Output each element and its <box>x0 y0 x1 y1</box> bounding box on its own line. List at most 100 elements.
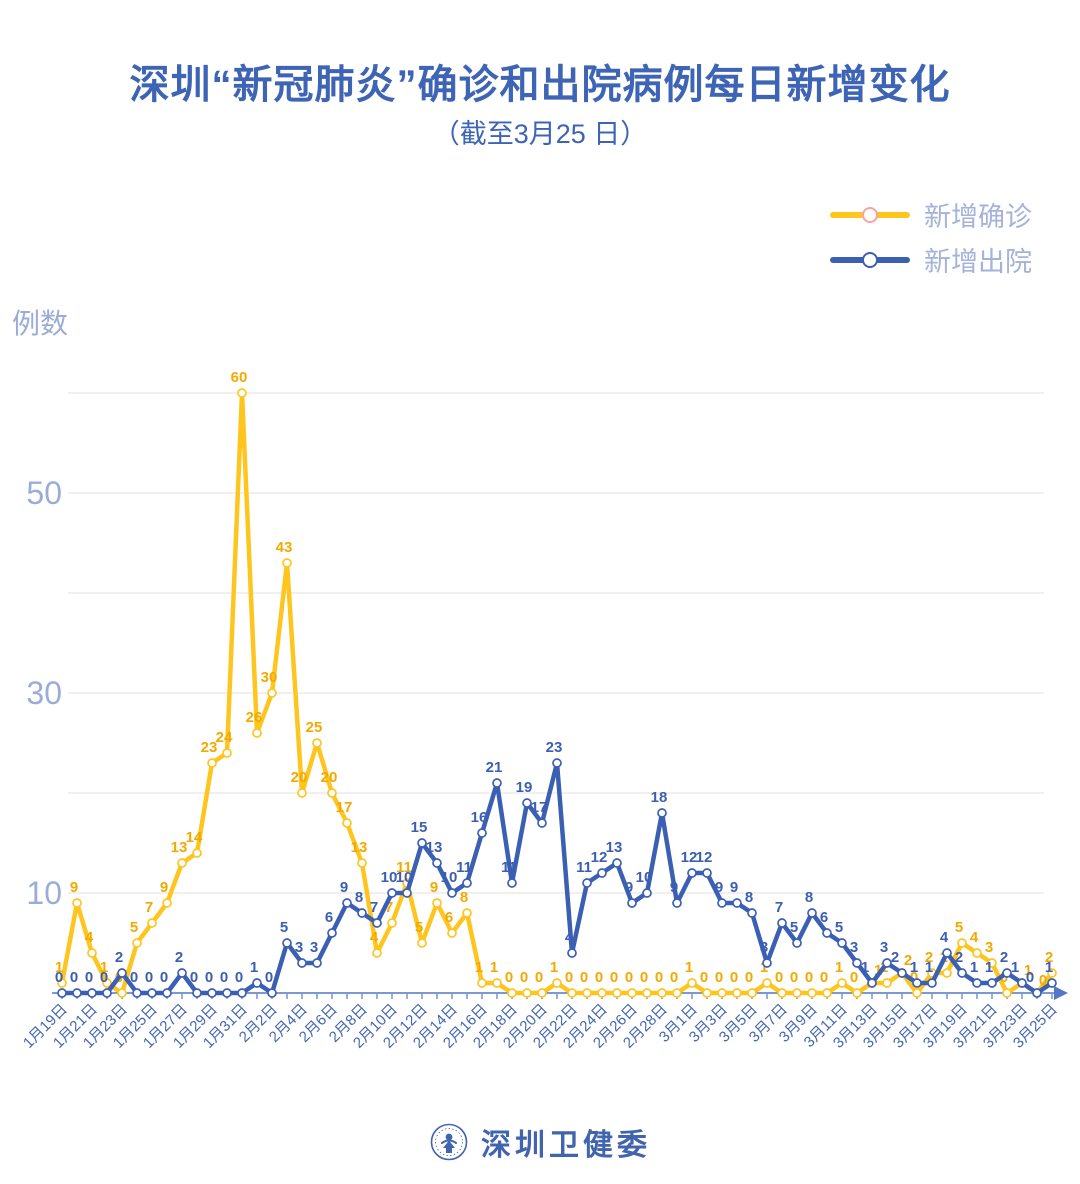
confirmed-value-label-1月19日: 1 <box>55 959 63 976</box>
confirmed-value-label-2月22日: 0 <box>565 969 573 986</box>
confirmed-point-3月11日 <box>837 978 847 988</box>
confirmed-value-label-3月23日: 1 <box>1024 962 1032 979</box>
discharged-point-1月21日 <box>87 988 97 998</box>
discharged-point-3月9日 <box>807 908 817 918</box>
confirmed-point-3月22日 <box>1002 988 1012 998</box>
confirmed-value-label-1月26日: 9 <box>160 879 168 896</box>
confirmed-point-2月26日 <box>627 988 637 998</box>
confirmed-value-label-2月12日: 5 <box>415 919 423 936</box>
confirmed-point-2月10日 <box>387 918 397 928</box>
legend-item-discharged: 新增出院 <box>830 237 1032 282</box>
confirmed-value-label-3月11日: 1 <box>835 959 843 976</box>
confirmed-value-label-1月28日: 14 <box>186 829 203 846</box>
discharged-value-label-2月18日: 11 <box>501 859 517 876</box>
discharged-point-2月22日 <box>567 948 577 958</box>
confirmed-value-label-2月17日: 1 <box>490 959 498 976</box>
discharged-value-label-1月25日: 0 <box>145 969 153 986</box>
discharged-value-label-3月8日: 5 <box>790 919 798 936</box>
confirmed-point-1月23日 <box>117 988 127 998</box>
discharged-point-3月12日 <box>852 958 862 968</box>
discharged-point-3月17日 <box>927 978 937 988</box>
discharged-point-1月23日 <box>117 968 127 978</box>
confirmed-value-label-3月15日: 2 <box>904 952 912 969</box>
confirmed-point-2月17日 <box>492 978 502 988</box>
confirmed-point-2月20日 <box>537 988 547 998</box>
confirmed-value-label-2月3日: 43 <box>276 539 293 556</box>
discharged-point-2月21日 <box>552 758 562 768</box>
confirmed-point-2月7日 <box>342 818 352 828</box>
confirmed-point-1月28日 <box>192 848 202 858</box>
confirmed-point-3月7日 <box>777 988 787 998</box>
discharged-value-label-2月5日: 3 <box>310 939 318 956</box>
discharged-point-2月20日 <box>537 818 547 828</box>
confirmed-point-3月4日 <box>732 988 742 998</box>
confirmed-value-label-2月1日: 26 <box>246 709 263 726</box>
confirmed-point-3月3日 <box>717 988 727 998</box>
discharged-point-3月24日 <box>1032 988 1042 998</box>
confirmed-point-3月20日 <box>972 948 982 958</box>
discharged-point-3月19日 <box>957 968 967 978</box>
discharged-point-2月11日 <box>402 888 412 898</box>
discharged-value-label-3月25日: 1 <box>1045 959 1053 976</box>
discharged-value-label-2月2日: 0 <box>265 969 273 986</box>
confirmed-value-label-2月24日: 0 <box>595 969 603 986</box>
confirmed-value-label-2月4日: 20 <box>291 769 308 786</box>
confirmed-value-label-2月14日: 6 <box>445 909 453 926</box>
discharged-value-label-3月4日: 9 <box>730 879 738 896</box>
confirmed-value-label-3月9日: 0 <box>805 969 813 986</box>
confirmed-value-label-3月12日: 0 <box>850 969 858 986</box>
confirmed-point-3月1日 <box>687 978 697 988</box>
confirmed-value-label-2月8日: 13 <box>351 839 368 856</box>
confirmed-point-2月5日 <box>312 738 322 748</box>
discharged-point-2月12日 <box>417 838 427 848</box>
discharged-point-2月1日 <box>252 978 262 988</box>
legend: 新增确诊 新增出院 <box>830 192 1032 282</box>
confirmed-point-2月16日 <box>477 978 487 988</box>
discharged-point-1月31日 <box>237 988 247 998</box>
discharged-point-3月7日 <box>777 918 787 928</box>
discharged-point-3月2日 <box>702 868 712 878</box>
confirmed-point-2月14日 <box>447 928 457 938</box>
confirmed-value-label-2月13日: 9 <box>430 879 438 896</box>
discharged-point-1月27日 <box>177 968 187 978</box>
discharged-value-label-1月20日: 0 <box>70 969 78 986</box>
discharged-point-2月27日 <box>642 888 652 898</box>
confirmed-point-1月31日 <box>237 388 247 398</box>
confirmed-value-label-3月5日: 0 <box>745 969 753 986</box>
discharged-point-2月19日 <box>522 798 532 808</box>
discharged-point-3月18日 <box>942 948 952 958</box>
discharged-value-label-3月12日: 3 <box>850 939 858 956</box>
discharged-legend-line <box>830 251 910 268</box>
discharged-point-2月2日 <box>267 988 277 998</box>
confirmed-point-3月21日 <box>987 958 997 968</box>
discharged-point-2月23日 <box>582 878 592 888</box>
confirmed-point-2月13日 <box>432 898 442 908</box>
discharged-value-label-1月21日: 0 <box>85 969 93 986</box>
confirmed-point-1月20日 <box>72 898 82 908</box>
discharged-value-label-3月2日: 12 <box>696 849 713 866</box>
discharged-point-1月20日 <box>72 988 82 998</box>
confirmed-point-3月18日 <box>942 968 952 978</box>
discharged-point-2月4日 <box>297 958 307 968</box>
confirmed-legend-marker <box>862 206 878 223</box>
chart-subtitle: （截至3月25 日） <box>432 119 648 149</box>
discharged-point-2月18日 <box>507 878 517 888</box>
confirmed-value-label-3月6日: 1 <box>760 959 768 976</box>
confirmed-point-2月21日 <box>552 978 562 988</box>
discharged-value-label-2月10日: 10 <box>381 869 398 886</box>
confirmed-value-label-2月2日: 30 <box>261 669 278 686</box>
discharged-point-1月19日 <box>57 988 67 998</box>
discharged-point-3月25日 <box>1047 978 1057 988</box>
discharged-value-label-3月6日: 3 <box>760 939 768 956</box>
discharged-value-label-2月3日: 5 <box>280 919 288 936</box>
discharged-value-label-2月22日: 4 <box>565 929 574 946</box>
discharged-point-2月16日 <box>477 828 487 838</box>
discharged-value-label-1月29日: 0 <box>205 969 213 986</box>
confirmed-value-label-3月25日: 2 <box>1045 949 1053 966</box>
confirmed-value-label-3月10日: 0 <box>820 969 828 986</box>
discharged-value-label-2月24日: 12 <box>591 849 608 866</box>
confirmed-value-label-3月19日: 5 <box>955 919 963 936</box>
confirmed-point-2月22日 <box>567 988 577 998</box>
discharged-point-2月17日 <box>492 778 502 788</box>
